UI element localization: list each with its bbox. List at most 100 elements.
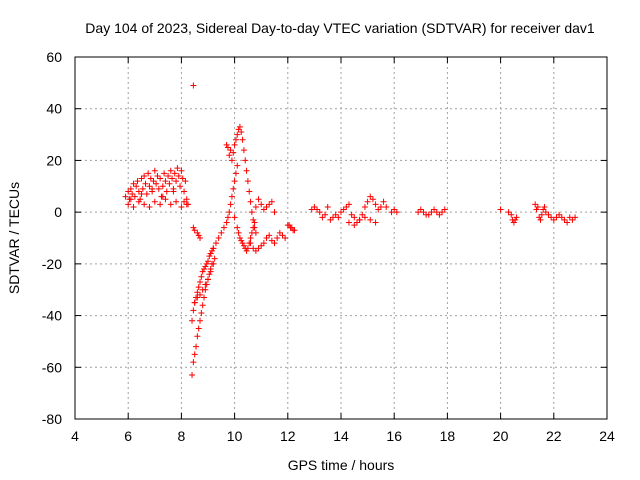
- x-tick-label: 6: [124, 428, 132, 444]
- data-point: [372, 219, 379, 226]
- data-point: [197, 278, 204, 285]
- data-point: [548, 214, 555, 221]
- data-point: [189, 372, 196, 379]
- data-point: [271, 240, 278, 247]
- data-point: [226, 152, 233, 159]
- data-point: [147, 175, 154, 182]
- data-point: [332, 211, 339, 218]
- data-point: [553, 214, 560, 221]
- data-point: [181, 198, 188, 205]
- data-point: [190, 224, 197, 231]
- data-point: [345, 219, 352, 226]
- data-point: [428, 209, 435, 216]
- data-point: [205, 258, 211, 265]
- data-point: [541, 203, 548, 210]
- data-point: [439, 209, 446, 216]
- data-point: [572, 214, 579, 221]
- data-point: [361, 203, 368, 210]
- data-point: [343, 203, 350, 210]
- data-point: [380, 198, 387, 205]
- data-point: [231, 141, 238, 148]
- data-point: [316, 209, 323, 216]
- data-point: [173, 198, 180, 205]
- data-point: [356, 216, 363, 223]
- x-tick-label: 4: [71, 428, 79, 444]
- data-point: [175, 172, 182, 179]
- data-point: [181, 188, 188, 195]
- data-point: [238, 128, 245, 135]
- data-point: [383, 203, 390, 210]
- data-point: [247, 235, 254, 241]
- data-point: [288, 224, 295, 231]
- y-tick-label: -80: [42, 411, 62, 427]
- data-point: [391, 206, 398, 213]
- data-point: [165, 172, 172, 179]
- data-point: [122, 193, 129, 200]
- data-point: [226, 209, 233, 216]
- data-point: [536, 214, 543, 221]
- data-point: [232, 136, 239, 143]
- data-point: [258, 242, 265, 249]
- data-point: [351, 222, 358, 229]
- data-point: [231, 214, 238, 221]
- data-point: [161, 170, 168, 177]
- data-point: [171, 170, 178, 177]
- data-point: [202, 263, 209, 270]
- data-point: [139, 185, 146, 192]
- data-point: [353, 219, 360, 226]
- data-point: [239, 136, 246, 143]
- data-point: [425, 211, 432, 218]
- data-point: [433, 209, 440, 216]
- data-point: [227, 201, 234, 208]
- data-point: [193, 343, 200, 350]
- data-point: [238, 237, 245, 244]
- data-point: [143, 191, 150, 198]
- data-point: [155, 185, 162, 192]
- data-point: [228, 193, 235, 200]
- data-point: [134, 178, 141, 185]
- data-point: [505, 209, 512, 216]
- data-point: [566, 214, 573, 221]
- data-point: [330, 214, 337, 221]
- data-point: [263, 203, 270, 210]
- data-point: [263, 235, 270, 241]
- data-point: [243, 247, 250, 254]
- data-point: [195, 232, 202, 239]
- data-point: [240, 242, 247, 249]
- x-tick-label: 18: [440, 428, 456, 444]
- data-point: [252, 247, 259, 254]
- data-point: [166, 180, 173, 187]
- data-point: [198, 309, 205, 316]
- data-point: [223, 219, 230, 226]
- data-point: [308, 206, 315, 213]
- data-point: [420, 209, 427, 216]
- data-point: [564, 219, 571, 226]
- data-point: [266, 232, 273, 239]
- data-point: [191, 299, 198, 306]
- data-point: [163, 188, 170, 195]
- data-point: [235, 126, 242, 133]
- data-point: [137, 196, 144, 203]
- data-point: [159, 183, 166, 190]
- data-point: [367, 216, 374, 223]
- data-point: [125, 201, 132, 208]
- data-point: [211, 255, 218, 262]
- x-tick-label: 24: [599, 428, 615, 444]
- y-tick-label: -20: [42, 256, 62, 272]
- data-point: [206, 253, 213, 260]
- data-point: [239, 240, 246, 247]
- data-point: [291, 227, 298, 234]
- data-point: [130, 180, 137, 187]
- data-point: [199, 268, 206, 275]
- data-point: [212, 240, 219, 247]
- data-point: [232, 170, 239, 177]
- data-point: [191, 351, 198, 358]
- data-point: [127, 185, 134, 192]
- data-point: [224, 214, 231, 221]
- data-point: [146, 183, 153, 190]
- data-point: [236, 235, 243, 241]
- data-point: [190, 307, 197, 314]
- data-point: [210, 245, 217, 252]
- data-point: [202, 281, 209, 288]
- data-point: [194, 294, 201, 301]
